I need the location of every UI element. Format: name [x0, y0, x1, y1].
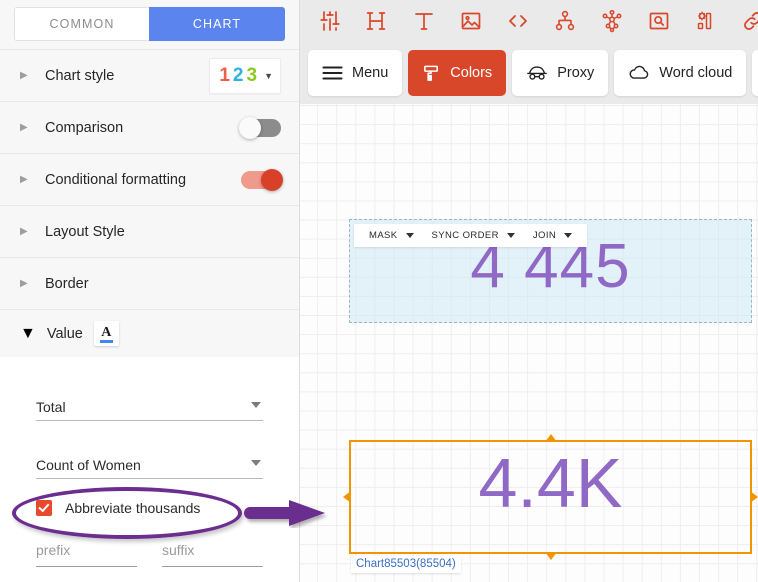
toggle-knob: [261, 168, 283, 191]
abbreviate-thousands-label: Abbreviate thousands: [65, 500, 201, 516]
icon-toolbar: [300, 0, 758, 42]
section-label-comparison: Comparison: [45, 119, 124, 136]
chevron-down-icon: [251, 460, 261, 471]
spy-icon: [527, 66, 548, 80]
tab-common-label: COMMON: [49, 17, 115, 31]
sidebar-section-value[interactable]: ▼ Value A: [0, 309, 299, 357]
chart-widget-abbreviated[interactable]: 4.4K: [343, 434, 758, 560]
section-label-layout-style: Layout Style: [45, 223, 125, 240]
chevron-right-icon: ▶: [20, 121, 28, 133]
number-format-picker[interactable]: 1 2 3 ▼: [209, 57, 281, 94]
proxy-button[interactable]: Proxy: [512, 50, 609, 96]
sync-order-label: SYNC ORDER: [431, 230, 499, 241]
sidebar-section-comparison[interactable]: ▶ Comparison: [0, 101, 299, 153]
chart-settings-icon[interactable]: [682, 0, 729, 42]
sidebar-section-layout-style[interactable]: ▶ Layout Style: [0, 205, 299, 257]
font-style-underline: [99, 339, 113, 343]
resize-handle-right[interactable]: [750, 491, 758, 503]
prefix-suffix-row: [36, 542, 263, 567]
prefix-input[interactable]: [36, 542, 137, 562]
join-label: JOIN: [532, 230, 557, 241]
action-menubar: Menu Colors Proxy: [300, 42, 758, 104]
widget-context-toolbar: MASK SYNC ORDER JOIN: [354, 224, 588, 247]
chart-id-label: Chart85503(85504): [351, 556, 461, 573]
resize-handle-left[interactable]: [343, 491, 351, 503]
section-label-border: Border: [45, 275, 89, 292]
image-icon[interactable]: [447, 0, 494, 42]
value-settings-body: Total Count of Women Abbreviate thousand…: [0, 357, 299, 582]
hierarchy-icon[interactable]: [541, 0, 588, 42]
colors-button[interactable]: Colors: [408, 50, 507, 96]
digit-3: 3: [246, 64, 258, 86]
suffix-input[interactable]: [162, 542, 263, 562]
suffix-field-wrap: [162, 542, 263, 567]
chevron-right-icon: ▶: [20, 173, 28, 185]
tab-common[interactable]: COMMON: [14, 7, 149, 41]
sliders-icon[interactable]: [306, 0, 353, 42]
heading-icon[interactable]: [353, 0, 400, 42]
font-style-letter: A: [101, 324, 112, 340]
chevron-right-icon: ▶: [20, 277, 28, 289]
chevron-down-icon: [564, 233, 573, 238]
aggregation-value: Total: [36, 399, 66, 415]
search-box-icon[interactable]: [635, 0, 682, 42]
chevron-right-icon: ▶: [20, 225, 28, 237]
chevron-down-icon: [506, 233, 515, 238]
word-cloud-button[interactable]: Word cloud: [614, 50, 747, 96]
prefix-field-wrap: [36, 542, 137, 567]
editor-area: Menu Colors Proxy: [300, 0, 758, 582]
sidebar-section-chart-style[interactable]: ▶ Chart style 1 2 3 ▼: [0, 49, 299, 101]
chart-widget-unabbreviated[interactable]: 4 445 MASK SYNC ORDER JOIN: [349, 219, 752, 323]
font-style-icon[interactable]: A: [93, 321, 119, 346]
resize-handle-bottom[interactable]: [544, 552, 557, 560]
menu-button[interactable]: Menu: [308, 50, 403, 96]
chevron-down-icon: [251, 402, 261, 413]
comparison-toggle[interactable]: [239, 116, 281, 139]
tab-chart-label: CHART: [192, 17, 242, 31]
text-icon[interactable]: [400, 0, 447, 42]
colors-button-label: Colors: [450, 65, 493, 81]
hamburger-icon: [322, 66, 343, 80]
sidebar-section-conditional-formatting[interactable]: ▶ Conditional formatting: [0, 153, 299, 205]
menu-button-label: Menu: [352, 65, 389, 81]
link-icon[interactable]: [729, 0, 758, 42]
section-label-value: Value: [46, 325, 83, 342]
chevron-down-icon: ▼: [264, 70, 273, 81]
section-label-conditional-formatting: Conditional formatting: [45, 171, 187, 188]
chevron-down-icon: [405, 233, 414, 238]
settings-tabbar: COMMON CHART: [0, 0, 299, 49]
digit-1: 1: [219, 64, 230, 86]
abbreviate-thousands-checkbox[interactable]: [36, 500, 52, 516]
chart-settings-sidebar: COMMON CHART ▶ Chart style 1 2 3 ▼ ▶ Com…: [0, 0, 300, 582]
chevron-down-icon: ▼: [20, 324, 36, 342]
mask-dropdown[interactable]: MASK: [360, 230, 423, 241]
digit-2: 2: [232, 64, 244, 86]
abbreviate-thousands-row[interactable]: Abbreviate thousands: [36, 500, 263, 516]
sidebar-section-border[interactable]: ▶ Border: [0, 257, 299, 309]
cloud-icon: [629, 65, 649, 79]
field-value: Count of Women: [36, 457, 141, 473]
proxy-button-label: Proxy: [557, 65, 595, 81]
overflow-button[interactable]: [752, 50, 758, 96]
section-label-chart-style: Chart style: [45, 67, 115, 84]
conditional-formatting-toggle[interactable]: [241, 168, 283, 191]
tab-chart[interactable]: CHART: [149, 7, 285, 41]
word-cloud-button-label: Word cloud: [659, 65, 733, 81]
chevron-right-icon: ▶: [20, 69, 28, 81]
field-select[interactable]: Count of Women: [36, 450, 263, 479]
widget-value-abbreviated: 4.4K: [478, 444, 623, 522]
resize-handle-top[interactable]: [544, 434, 557, 442]
aggregation-select[interactable]: Total: [36, 392, 263, 421]
network-icon[interactable]: [588, 0, 635, 42]
mask-label: MASK: [369, 230, 398, 241]
join-dropdown[interactable]: JOIN: [524, 230, 581, 241]
report-canvas[interactable]: 4 445 MASK SYNC ORDER JOIN: [300, 104, 758, 582]
toggle-knob: [239, 116, 261, 139]
code-icon[interactable]: [494, 0, 541, 42]
sync-order-dropdown[interactable]: SYNC ORDER: [423, 230, 524, 241]
paint-roller-icon: [424, 65, 439, 81]
